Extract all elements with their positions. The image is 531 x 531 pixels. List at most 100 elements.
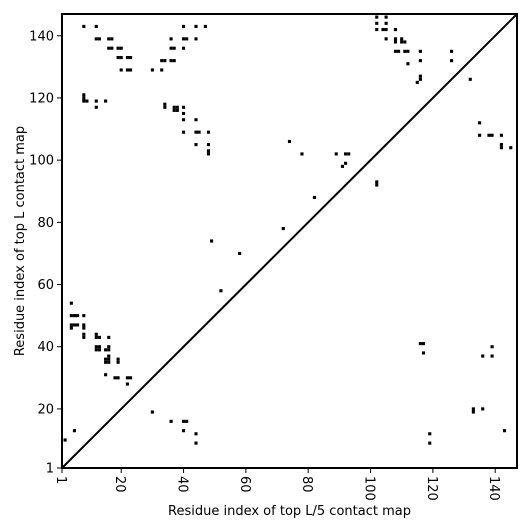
contact-point (499, 143, 503, 147)
contact-point (194, 432, 198, 436)
contact-point (82, 314, 86, 318)
contact-point (421, 342, 426, 346)
contact-point (478, 121, 482, 125)
contact-point (104, 373, 108, 377)
contact-point (185, 37, 189, 41)
contact-point (194, 143, 198, 147)
y-axis-title: Residue index of top L contact map (13, 126, 28, 356)
contact-point (107, 348, 111, 352)
contact-point (113, 376, 117, 380)
contact-point (403, 40, 407, 44)
contact-point (219, 289, 223, 293)
contact-point (76, 314, 80, 318)
contact-point (194, 24, 198, 28)
contact-point (107, 46, 111, 50)
contact-point (97, 37, 101, 41)
contact-point (471, 410, 475, 414)
contact-point (94, 99, 98, 103)
contact-point (125, 376, 130, 380)
contact-point (397, 49, 401, 53)
contact-point (76, 323, 80, 327)
contact-point (185, 419, 189, 423)
x-axis: 1 20 40 60 80 100 120 140 (53, 468, 501, 501)
contact-point (375, 183, 379, 187)
contact-point (403, 49, 407, 53)
contact-point (384, 15, 388, 19)
contact-point (175, 108, 179, 112)
contact-point (116, 357, 120, 361)
contact-point (116, 55, 120, 60)
x-tick-label: 80 (299, 476, 314, 493)
x-tick-label: 40 (175, 476, 190, 493)
contact-point (172, 108, 176, 112)
contact-point (509, 146, 513, 150)
x-tick-label: 100 (362, 476, 377, 501)
contact-point (384, 37, 388, 41)
contact-point (125, 382, 130, 386)
x-axis-title: Residue index of top L/5 contact map (168, 504, 411, 519)
contact-point (160, 59, 164, 63)
contact-point (502, 429, 507, 433)
contact-point (175, 105, 179, 109)
contact-point (104, 357, 108, 361)
contact-point (340, 164, 345, 168)
contact-point (163, 102, 167, 106)
contact-point (107, 357, 111, 361)
contact-point (181, 24, 186, 28)
plot-area (61, 13, 518, 469)
contact-point (393, 37, 398, 41)
contact-point (172, 105, 176, 109)
contact-point (172, 46, 176, 50)
contact-point (107, 335, 111, 339)
contact-point (481, 354, 485, 358)
x-tick-label: 1 (53, 476, 68, 484)
contact-point (490, 354, 494, 358)
contact-point (287, 139, 292, 144)
contact-point (107, 37, 111, 41)
contact-point (499, 133, 503, 137)
contact-point (150, 410, 154, 414)
contact-point (393, 27, 398, 32)
contact-point (197, 130, 201, 134)
plot-frame (61, 13, 518, 469)
contact-point (181, 46, 186, 50)
contact-point (206, 130, 211, 134)
contact-point (375, 180, 379, 184)
contact-point (400, 37, 404, 41)
contact-point (449, 59, 454, 63)
contact-point (97, 335, 101, 339)
contact-point (82, 323, 86, 327)
x-tick-label: 60 (237, 476, 252, 493)
contact-point (169, 59, 173, 63)
contact-point (418, 342, 422, 346)
contact-point (169, 37, 173, 41)
contact-point (418, 49, 422, 53)
contact-point (107, 360, 111, 364)
contact-point (181, 111, 186, 116)
upper-triangle-points (82, 15, 472, 293)
diagonal-line (61, 13, 518, 469)
contact-point (375, 27, 379, 32)
y-tick-label: 20 (37, 402, 54, 417)
contact-point (94, 105, 98, 109)
contact-point (69, 301, 73, 305)
contact-point (418, 74, 422, 78)
contact-point (119, 68, 123, 72)
contact-point (82, 96, 86, 100)
contact-point (104, 348, 108, 352)
contact-point (206, 143, 211, 147)
contact-point (487, 133, 491, 137)
contact-point (169, 46, 173, 50)
contact-point (82, 93, 86, 97)
contact-point (375, 21, 379, 25)
y-tick-label: 40 (37, 340, 54, 355)
contact-point (72, 314, 77, 318)
contact-point (375, 15, 379, 19)
contact-point (347, 152, 351, 156)
contact-point (125, 68, 130, 72)
contact-point (421, 351, 426, 355)
contact-point (181, 130, 186, 134)
contact-point (94, 335, 98, 339)
contact-point (406, 49, 410, 53)
